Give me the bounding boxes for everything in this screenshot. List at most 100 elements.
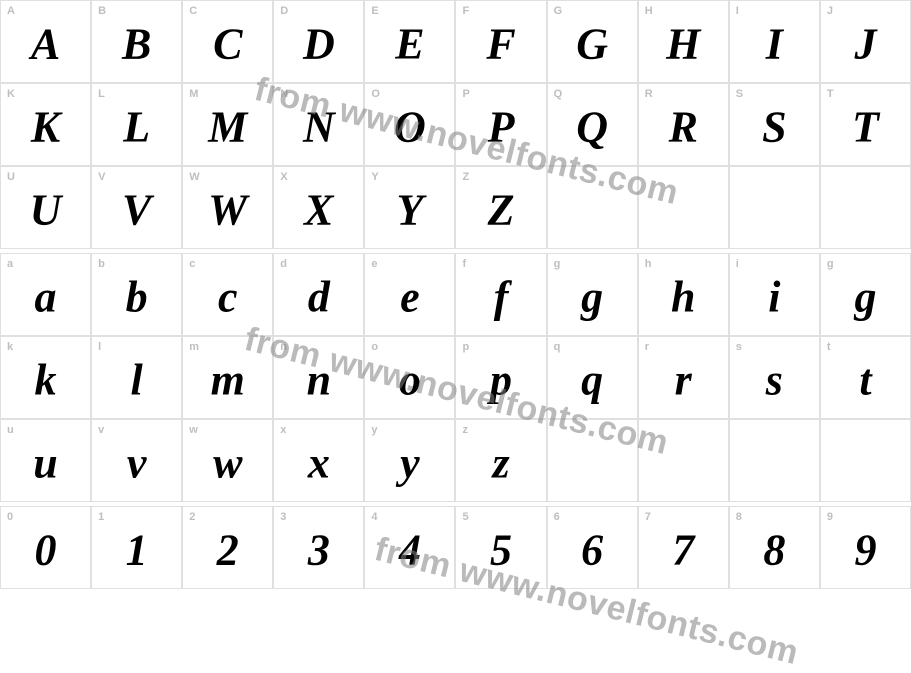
glyph-cell: KK [0, 83, 91, 166]
cell-label: W [189, 171, 199, 183]
cell-label: 0 [7, 511, 13, 523]
cell-label: K [7, 88, 15, 100]
cell-label: H [645, 5, 653, 17]
cell-label: B [98, 5, 106, 17]
cell-label: g [827, 258, 834, 270]
cell-glyph: o [365, 358, 454, 402]
glyph-cell: ww [182, 419, 273, 502]
empty-cell [820, 166, 911, 249]
cell-glyph: F [456, 22, 545, 66]
cell-label: f [462, 258, 466, 270]
cell-glyph: A [1, 22, 90, 66]
cell-label: v [98, 424, 104, 436]
cell-glyph: 9 [821, 528, 910, 572]
cell-glyph: g [821, 275, 910, 319]
cell-glyph: Q [548, 105, 637, 149]
cell-glyph: b [92, 275, 181, 319]
empty-cell [638, 166, 729, 249]
empty-cell [729, 419, 820, 502]
empty-cell [547, 166, 638, 249]
cell-label: S [736, 88, 743, 100]
cell-glyph: M [183, 105, 272, 149]
cell-label: q [554, 341, 561, 353]
cell-label: R [645, 88, 653, 100]
cell-glyph: a [1, 275, 90, 319]
cell-glyph: s [730, 358, 819, 402]
cell-label: J [827, 5, 833, 17]
glyph-cell: 00 [0, 506, 91, 589]
cell-label: l [98, 341, 101, 353]
cell-glyph: q [548, 358, 637, 402]
cell-label: 4 [371, 511, 377, 523]
cell-glyph: C [183, 22, 272, 66]
cell-glyph: H [639, 22, 728, 66]
glyph-cell: LL [91, 83, 182, 166]
glyph-cell: kk [0, 336, 91, 419]
cell-label: Y [371, 171, 378, 183]
glyph-row: AABBCCDDEEFFGGHHIIJJ [0, 0, 911, 83]
glyph-cell: pp [455, 336, 546, 419]
cell-glyph: K [1, 105, 90, 149]
glyph-cell: XX [273, 166, 364, 249]
glyph-cell: aa [0, 253, 91, 336]
glyph-cell: SS [729, 83, 820, 166]
cell-label: A [7, 5, 15, 17]
cell-glyph: h [639, 275, 728, 319]
glyph-cell: PP [455, 83, 546, 166]
cell-glyph: i [730, 275, 819, 319]
cell-label: L [98, 88, 105, 100]
cell-label: s [736, 341, 742, 353]
cell-label: m [189, 341, 199, 353]
glyph-cell: TT [820, 83, 911, 166]
glyph-cell: 22 [182, 506, 273, 589]
empty-cell [820, 419, 911, 502]
glyph-cell: FF [455, 0, 546, 83]
glyph-cell: dd [273, 253, 364, 336]
glyph-cell: GG [547, 0, 638, 83]
cell-glyph: X [274, 188, 363, 232]
cell-glyph: L [92, 105, 181, 149]
glyph-row: uuvvwwxxyyzz [0, 419, 911, 502]
cell-label: 3 [280, 511, 286, 523]
cell-glyph: c [183, 275, 272, 319]
cell-label: n [280, 341, 287, 353]
glyph-row: kkllmmnnooppqqrrsstt [0, 336, 911, 419]
glyph-cell: ii [729, 253, 820, 336]
glyph-cell: 11 [91, 506, 182, 589]
glyph-cell: cc [182, 253, 273, 336]
cell-label: p [462, 341, 469, 353]
cell-glyph: 8 [730, 528, 819, 572]
cell-glyph: p [456, 358, 545, 402]
cell-label: d [280, 258, 287, 270]
glyph-cell: NN [273, 83, 364, 166]
glyph-cell: ff [455, 253, 546, 336]
cell-label: x [280, 424, 286, 436]
cell-glyph: O [365, 105, 454, 149]
glyph-cell: oo [364, 336, 455, 419]
glyph-row: UUVVWWXXYYZZ [0, 166, 911, 249]
cell-glyph: J [821, 22, 910, 66]
cell-glyph: r [639, 358, 728, 402]
glyph-cell: qq [547, 336, 638, 419]
glyph-cell: WW [182, 166, 273, 249]
cell-glyph: g [548, 275, 637, 319]
cell-glyph: 2 [183, 528, 272, 572]
glyph-cell: 88 [729, 506, 820, 589]
cell-label: I [736, 5, 739, 17]
glyph-cell: DD [273, 0, 364, 83]
empty-cell [729, 166, 820, 249]
glyph-cell: OO [364, 83, 455, 166]
glyph-cell: 99 [820, 506, 911, 589]
cell-glyph: G [548, 22, 637, 66]
cell-label: h [645, 258, 652, 270]
cell-glyph: 3 [274, 528, 363, 572]
glyph-cell: RR [638, 83, 729, 166]
cell-glyph: e [365, 275, 454, 319]
glyph-cell: zz [455, 419, 546, 502]
cell-glyph: z [456, 441, 545, 485]
cell-label: 7 [645, 511, 651, 523]
glyph-cell: hh [638, 253, 729, 336]
cell-label: w [189, 424, 198, 436]
glyph-cell: vv [91, 419, 182, 502]
cell-label: U [7, 171, 15, 183]
